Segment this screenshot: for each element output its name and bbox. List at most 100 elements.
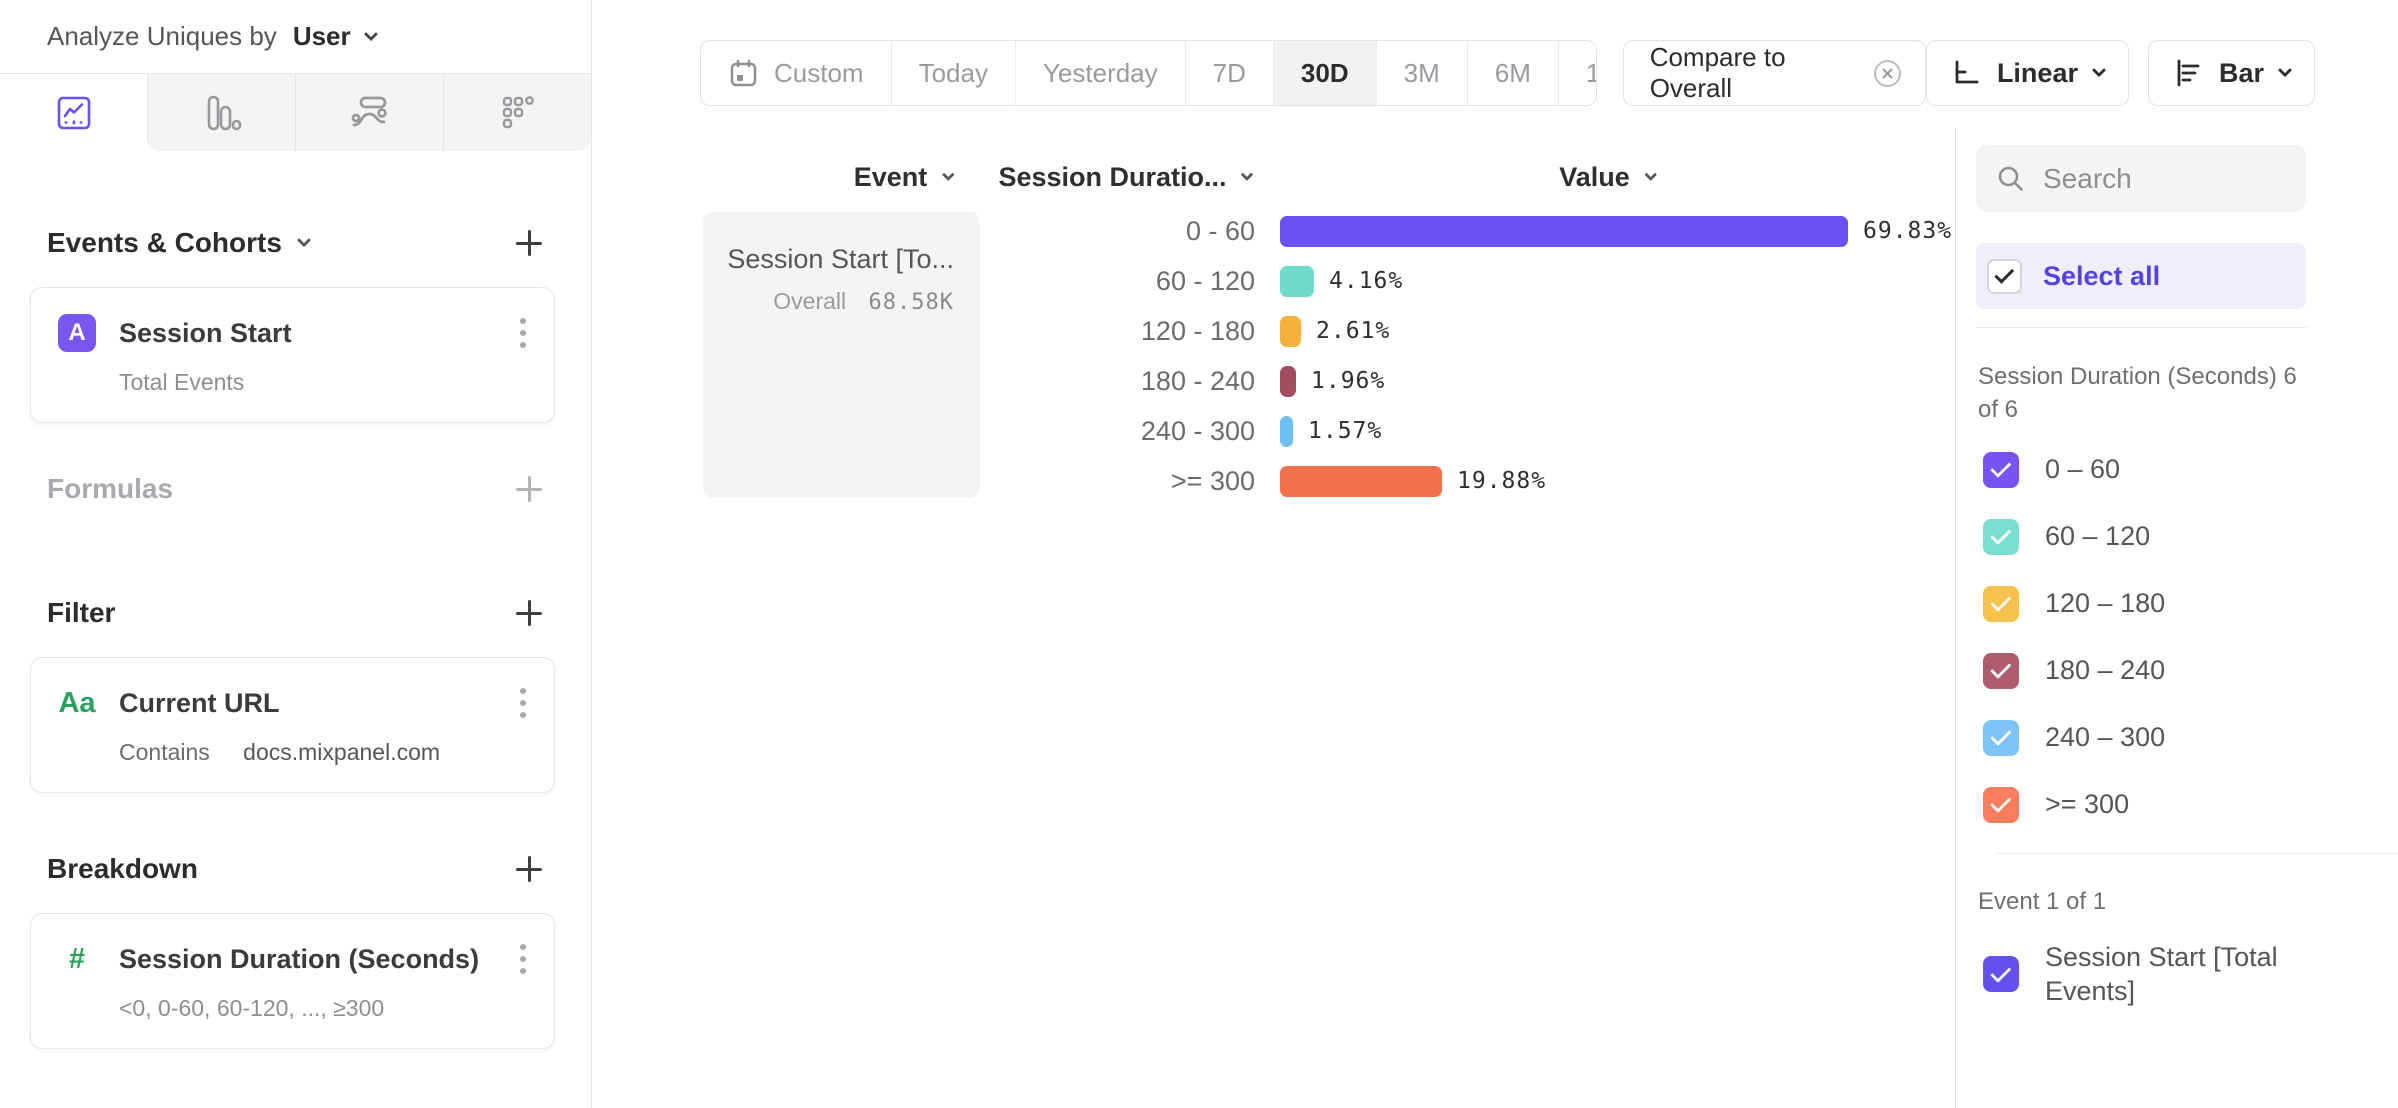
event-checkbox[interactable] [1983, 956, 2019, 992]
breakdown-card-menu-button[interactable] [514, 938, 532, 980]
funnel-dots-icon [498, 93, 538, 133]
filter-section: Filter [0, 593, 591, 633]
bar-value-label: 4.16% [1329, 268, 1404, 294]
event-cell-title: Session Start [To... [727, 244, 954, 274]
events-cohorts-section: Events & Cohorts [0, 223, 591, 263]
bar[interactable] [1280, 265, 1314, 297]
formulas-title: Formulas [47, 473, 174, 504]
analyze-by-dropdown[interactable]: User [292, 21, 378, 52]
add-formula-button[interactable] [513, 473, 545, 505]
string-property-badge: Aa [58, 686, 96, 719]
tab-bar-chart[interactable] [147, 74, 295, 151]
scale-dropdown[interactable]: Linear [1925, 40, 2129, 106]
bar-row: 0 - 60 69.83% [592, 206, 1952, 256]
column-header-value[interactable]: Value [1559, 162, 1657, 193]
breakdown-legend-list: 0 – 60 60 – 120 120 – 180 180 – 240 240 … [1983, 436, 2165, 838]
filter-card-condition[interactable]: Contains docs.mixpanel.com [119, 739, 532, 766]
event-card-session-start[interactable]: A Session Start Total Events [30, 287, 555, 423]
bar-category-label: 120 - 180 [1140, 315, 1255, 346]
add-event-button[interactable] [513, 227, 545, 259]
bar-row: 240 - 300 1.57% [592, 406, 1952, 456]
bar[interactable] [1280, 215, 1848, 247]
legend-checkbox[interactable] [1983, 585, 2019, 622]
column-header-breakdown[interactable]: Session Duratio... [998, 162, 1254, 193]
legend-checkbox[interactable] [1983, 719, 2019, 756]
legend-item[interactable]: 180 – 240 [1983, 637, 2165, 704]
bar-category-label: 180 - 240 [1140, 365, 1255, 396]
date-range-today[interactable]: Today [890, 41, 1015, 105]
search-input[interactable] [2043, 162, 2273, 195]
chevron-down-icon [1643, 168, 1657, 182]
date-range-3m[interactable]: 3M [1375, 41, 1467, 105]
event-group-label: Event 1 of 1 [1978, 888, 2107, 915]
legend-panel: Select all Session Duration (Seconds) 6 … [1955, 128, 2398, 1108]
tab-funnel-dots[interactable] [443, 74, 591, 151]
breakdown-card-session-duration[interactable]: # Session Duration (Seconds) <0, 0-60, 6… [30, 913, 555, 1049]
legend-item[interactable]: 120 – 180 [1983, 570, 2165, 637]
filter-card-menu-button[interactable] [514, 682, 532, 724]
date-range-12m[interactable]: 12M [1557, 41, 1596, 105]
breakdown-card-buckets[interactable]: <0, 0-60, 60-120, ..., ≥300 [119, 995, 385, 1021]
chevron-down-icon [941, 168, 955, 182]
query-builder-sidebar: Analyze Uniques by User [0, 0, 592, 1108]
panel-divider [1976, 327, 2306, 328]
legend-item[interactable]: >= 300 [1983, 771, 2165, 838]
analyze-by-value: User [292, 21, 351, 51]
legend-item[interactable]: 0 – 60 [1983, 436, 2165, 503]
bar-value-label: 2.61% [1316, 318, 1391, 344]
legend-checkbox[interactable] [1983, 518, 2019, 555]
chevron-down-icon [2091, 63, 2107, 78]
date-range-30d[interactable]: 30D [1272, 41, 1376, 105]
chevron-down-icon[interactable] [296, 233, 312, 248]
calendar-icon [728, 58, 759, 89]
bar[interactable] [1280, 415, 1293, 447]
number-property-badge: # [68, 942, 86, 975]
flows-icon [349, 92, 391, 134]
remove-compare-icon[interactable] [1872, 58, 1903, 89]
bar-row: 180 - 240 1.96% [592, 356, 1952, 406]
chart-type-dropdown[interactable]: Bar [2147, 40, 2315, 106]
date-range-custom[interactable]: Custom [701, 41, 891, 105]
column-header-event[interactable]: Event [854, 162, 955, 193]
breakdown-card-title: Session Duration (Seconds) [119, 943, 480, 974]
filter-value[interactable]: docs.mixpanel.com [243, 739, 441, 765]
select-all-checkbox[interactable] [1987, 258, 2022, 294]
legend-item-label: 60 – 120 [2045, 521, 2151, 551]
bar[interactable] [1280, 315, 1301, 347]
event-card-title: Session Start [119, 317, 292, 348]
legend-item-label: 120 – 180 [2045, 588, 2166, 618]
add-filter-button[interactable] [513, 597, 545, 629]
bar[interactable] [1280, 465, 1442, 497]
legend-item[interactable]: 240 – 300 [1983, 704, 2165, 771]
bar[interactable] [1280, 365, 1296, 397]
analyze-header: Analyze Uniques by User [0, 0, 591, 73]
visualization-tabstrip [0, 73, 591, 151]
add-breakdown-button[interactable] [513, 853, 545, 885]
date-range-6m[interactable]: 6M [1466, 41, 1558, 105]
event-card-subtitle[interactable]: Total Events [119, 369, 245, 395]
legend-event-label: Session Start [Total Events] [2045, 942, 2278, 1006]
tab-flows[interactable] [295, 74, 443, 151]
report-toolbar: Custom Today Yesterday 7D 30D 3M 6M 12M … [700, 40, 2315, 106]
date-range-yesterday[interactable]: Yesterday [1014, 41, 1185, 105]
legend-search-box[interactable] [1976, 145, 2306, 212]
event-cell-overall: Overall 68.58K [773, 288, 954, 315]
events-cohorts-title: Events & Cohorts [47, 227, 312, 259]
tab-line-chart[interactable] [0, 74, 147, 151]
filter-card-current-url[interactable]: Aa Current URL Contains docs.mixpanel.co… [30, 657, 555, 793]
date-range-control: Custom Today Yesterday 7D 30D 3M 6M 12M [700, 40, 1597, 106]
event-summary-cell[interactable]: Session Start [To... Overall 68.58K [703, 212, 980, 498]
legend-checkbox[interactable] [1983, 451, 2019, 488]
legend-checkbox[interactable] [1983, 652, 2019, 689]
bar-chart: 0 - 60 69.83% 60 - 120 4.16% 120 - 180 2… [592, 206, 1952, 506]
filter-operator[interactable]: Contains [119, 739, 210, 765]
compare-to-overall-chip[interactable]: Compare to Overall [1622, 40, 1926, 106]
legend-event-item[interactable]: Session Start [Total Events] [1983, 940, 2303, 1008]
date-range-7d[interactable]: 7D [1184, 41, 1273, 105]
legend-checkbox[interactable] [1983, 786, 2019, 823]
breakdown-group-label: Session Duration (Seconds) 6 of 6 [1978, 363, 2297, 423]
legend-item[interactable]: 60 – 120 [1983, 503, 2165, 570]
select-all-row[interactable]: Select all [1976, 243, 2306, 309]
event-card-menu-button[interactable] [514, 312, 532, 354]
bar-row: 60 - 120 4.16% [592, 256, 1952, 306]
